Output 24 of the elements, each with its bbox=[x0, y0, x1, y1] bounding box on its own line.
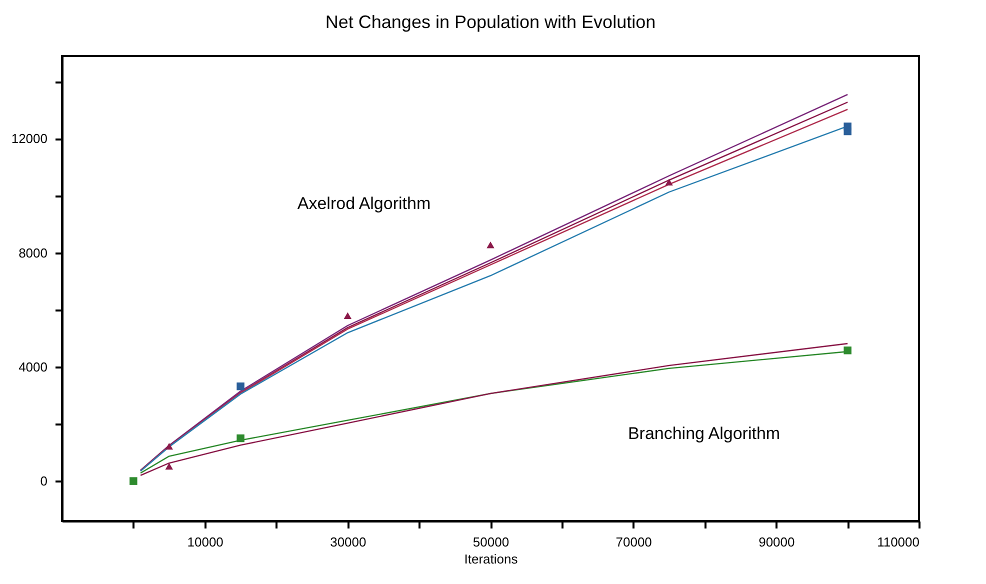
y-tick-label: 4000 bbox=[18, 359, 48, 374]
point bbox=[165, 462, 173, 470]
x-axis-title: Iterations bbox=[464, 552, 518, 566]
point bbox=[344, 312, 352, 319]
annotation: Axelrod Algorithm bbox=[297, 194, 431, 213]
x-tick-label: 10000 bbox=[187, 534, 224, 550]
x-tick-label: 30000 bbox=[330, 534, 366, 550]
x-tick-label: 110000 bbox=[877, 534, 920, 550]
y-tick-label: 0 bbox=[40, 474, 48, 489]
x-tick-label: 90000 bbox=[758, 534, 795, 550]
point bbox=[486, 242, 494, 248]
chart-title: Net Changes in Population with Evolution bbox=[325, 12, 656, 32]
point bbox=[844, 122, 852, 130]
y-tick-label: 12000 bbox=[11, 131, 48, 146]
point bbox=[844, 346, 852, 354]
point bbox=[236, 382, 244, 390]
x-tick-label: 70000 bbox=[616, 534, 652, 550]
point bbox=[236, 434, 244, 442]
annotation: Branching Algorithm bbox=[628, 424, 780, 443]
x-tick-label: 50000 bbox=[472, 534, 510, 550]
y-tick-label: 8000 bbox=[18, 245, 48, 260]
point bbox=[165, 442, 173, 450]
point bbox=[665, 178, 673, 186]
point bbox=[130, 477, 138, 485]
